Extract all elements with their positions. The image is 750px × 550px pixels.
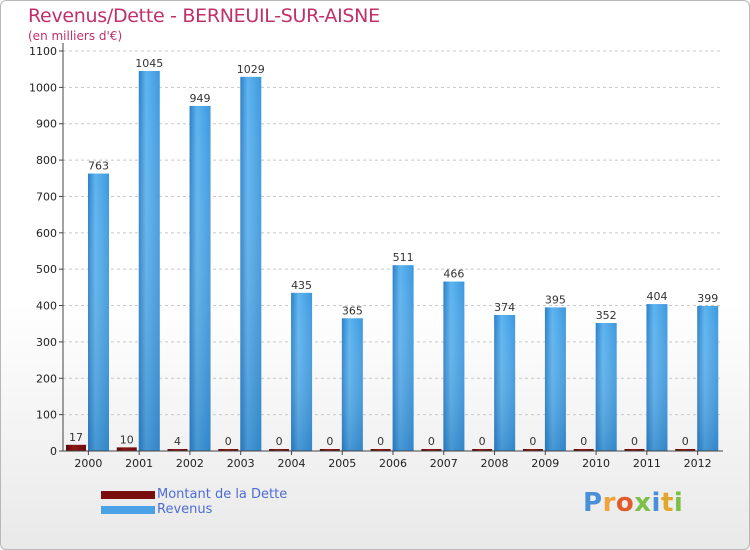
bar-revenus-shade-2002 [189,105,211,451]
bar-dette-2006 [370,449,391,451]
x-tick-label-2002: 2002 [176,457,204,470]
x-tick-label-2008: 2008 [481,457,509,470]
value-label-revenus-2007: 466 [443,268,464,281]
value-label-revenus-2000: 763 [88,160,109,173]
bar-revenus-shade-2011 [646,304,668,451]
bar-revenus-shade-2001 [138,71,160,451]
value-label-revenus-2002: 949 [190,92,211,105]
proxiti-logo: Proxiti [583,488,684,518]
value-label-revenus-2011: 404 [646,290,667,303]
bar-revenus-shade-2005 [341,318,363,451]
bar-revenus-shade-2000 [88,173,109,451]
y-tick-label: 300 [36,336,57,349]
y-tick-label: 1000 [29,81,57,94]
value-label-dette-2004: 0 [276,435,283,448]
chart-title: Revenus/Dette - BERNEUIL-SUR-AISNE [28,5,380,27]
bar-dette-2000 [66,444,86,451]
bar-revenus-shade-2010 [595,323,617,451]
value-label-dette-2002: 4 [174,435,181,448]
value-label-dette-2006: 0 [377,435,384,448]
legend-swatch-dette [101,490,155,499]
value-label-dette-2008: 0 [479,435,486,448]
bar-dette-2005 [319,449,340,451]
bar-dette-2001 [116,447,137,451]
bar-dette-2003 [218,449,239,451]
value-label-dette-2011: 0 [631,435,638,448]
value-label-revenus-2008: 374 [494,301,515,314]
value-label-revenus-2003: 1029 [237,63,265,76]
value-labels: 17 763 10 1045 4 949 0 1029 0 435 0 365 0 511 0 466 0 374… [69,57,718,448]
y-tick-label: 700 [36,190,57,203]
value-label-revenus-2009: 395 [545,293,566,306]
value-label-dette-2001: 10 [120,433,134,446]
y-tick-label: 100 [36,409,57,422]
value-label-dette-2000: 17 [69,431,83,444]
bar-dette-2007 [421,449,442,451]
legend-label-revenus: Revenus [157,502,213,517]
y-tick-label: 800 [36,154,57,167]
x-tick-label-2011: 2011 [633,457,661,470]
bar-dette-2012 [675,449,696,451]
value-label-revenus-2001: 1045 [135,57,163,70]
value-label-dette-2005: 0 [326,435,333,448]
bar-revenus-shade-2008 [494,315,516,451]
value-label-dette-2010: 0 [580,435,587,448]
bar-revenus-shade-2006 [392,265,414,451]
bar-dette-2009 [522,449,543,451]
value-label-dette-2007: 0 [428,435,435,448]
bar-revenus-shade-2009 [544,307,566,451]
x-tick-label-2000: 2000 [74,457,102,470]
legend-label-dette: Montant de la Dette [157,487,288,502]
x-tick-label-2005: 2005 [328,457,356,470]
x-tick-label-2004: 2004 [277,457,305,470]
value-label-revenus-2006: 511 [393,251,414,264]
value-label-revenus-2005: 365 [342,304,363,317]
y-tick-label: 400 [36,300,57,313]
value-label-revenus-2012: 399 [697,292,718,305]
x-tick-label-2006: 2006 [379,457,407,470]
value-label-revenus-2004: 435 [291,279,312,292]
value-label-dette-2012: 0 [682,435,689,448]
bar-dette-2008 [472,449,493,451]
bar-dette-2004 [269,449,290,451]
y-tick-label: 900 [36,118,57,131]
x-tick-label-2007: 2007 [430,457,458,470]
value-label-revenus-2010: 352 [596,309,617,322]
legend: Montant de la Dette Revenus [101,487,287,517]
value-label-dette-2003: 0 [225,435,232,448]
legend-item-dette: Montant de la Dette [101,487,287,502]
y-tick-label: 1100 [29,45,57,58]
bar-dette-2002 [167,449,188,451]
axes: 0100200300400500600700800900100011002000… [29,43,723,470]
y-tick-label: 600 [36,227,57,240]
x-tick-label-2010: 2010 [582,457,610,470]
x-tick-label-2009: 2009 [531,457,559,470]
y-tick-label: 200 [36,372,57,385]
y-tick-label: 500 [36,263,57,276]
chart-subtitle: (en milliers d'€) [28,29,123,43]
x-tick-label-2001: 2001 [125,457,153,470]
bars-group [66,71,719,452]
x-tick-label-2012: 2012 [684,457,712,470]
x-tick-label-2003: 2003 [227,457,255,470]
bar-revenus-shade-2007 [443,281,465,451]
bar-revenus-shade-2004 [291,292,313,451]
bar-dette-2011 [624,449,645,451]
legend-swatch-revenus [101,505,155,514]
legend-item-revenus: Revenus [101,502,287,517]
value-label-dette-2009: 0 [529,435,536,448]
bar-dette-2010 [573,449,594,451]
y-tick-label: 0 [50,445,57,458]
bar-revenus-shade-2003 [240,76,262,452]
bar-revenus-shade-2012 [697,305,719,451]
